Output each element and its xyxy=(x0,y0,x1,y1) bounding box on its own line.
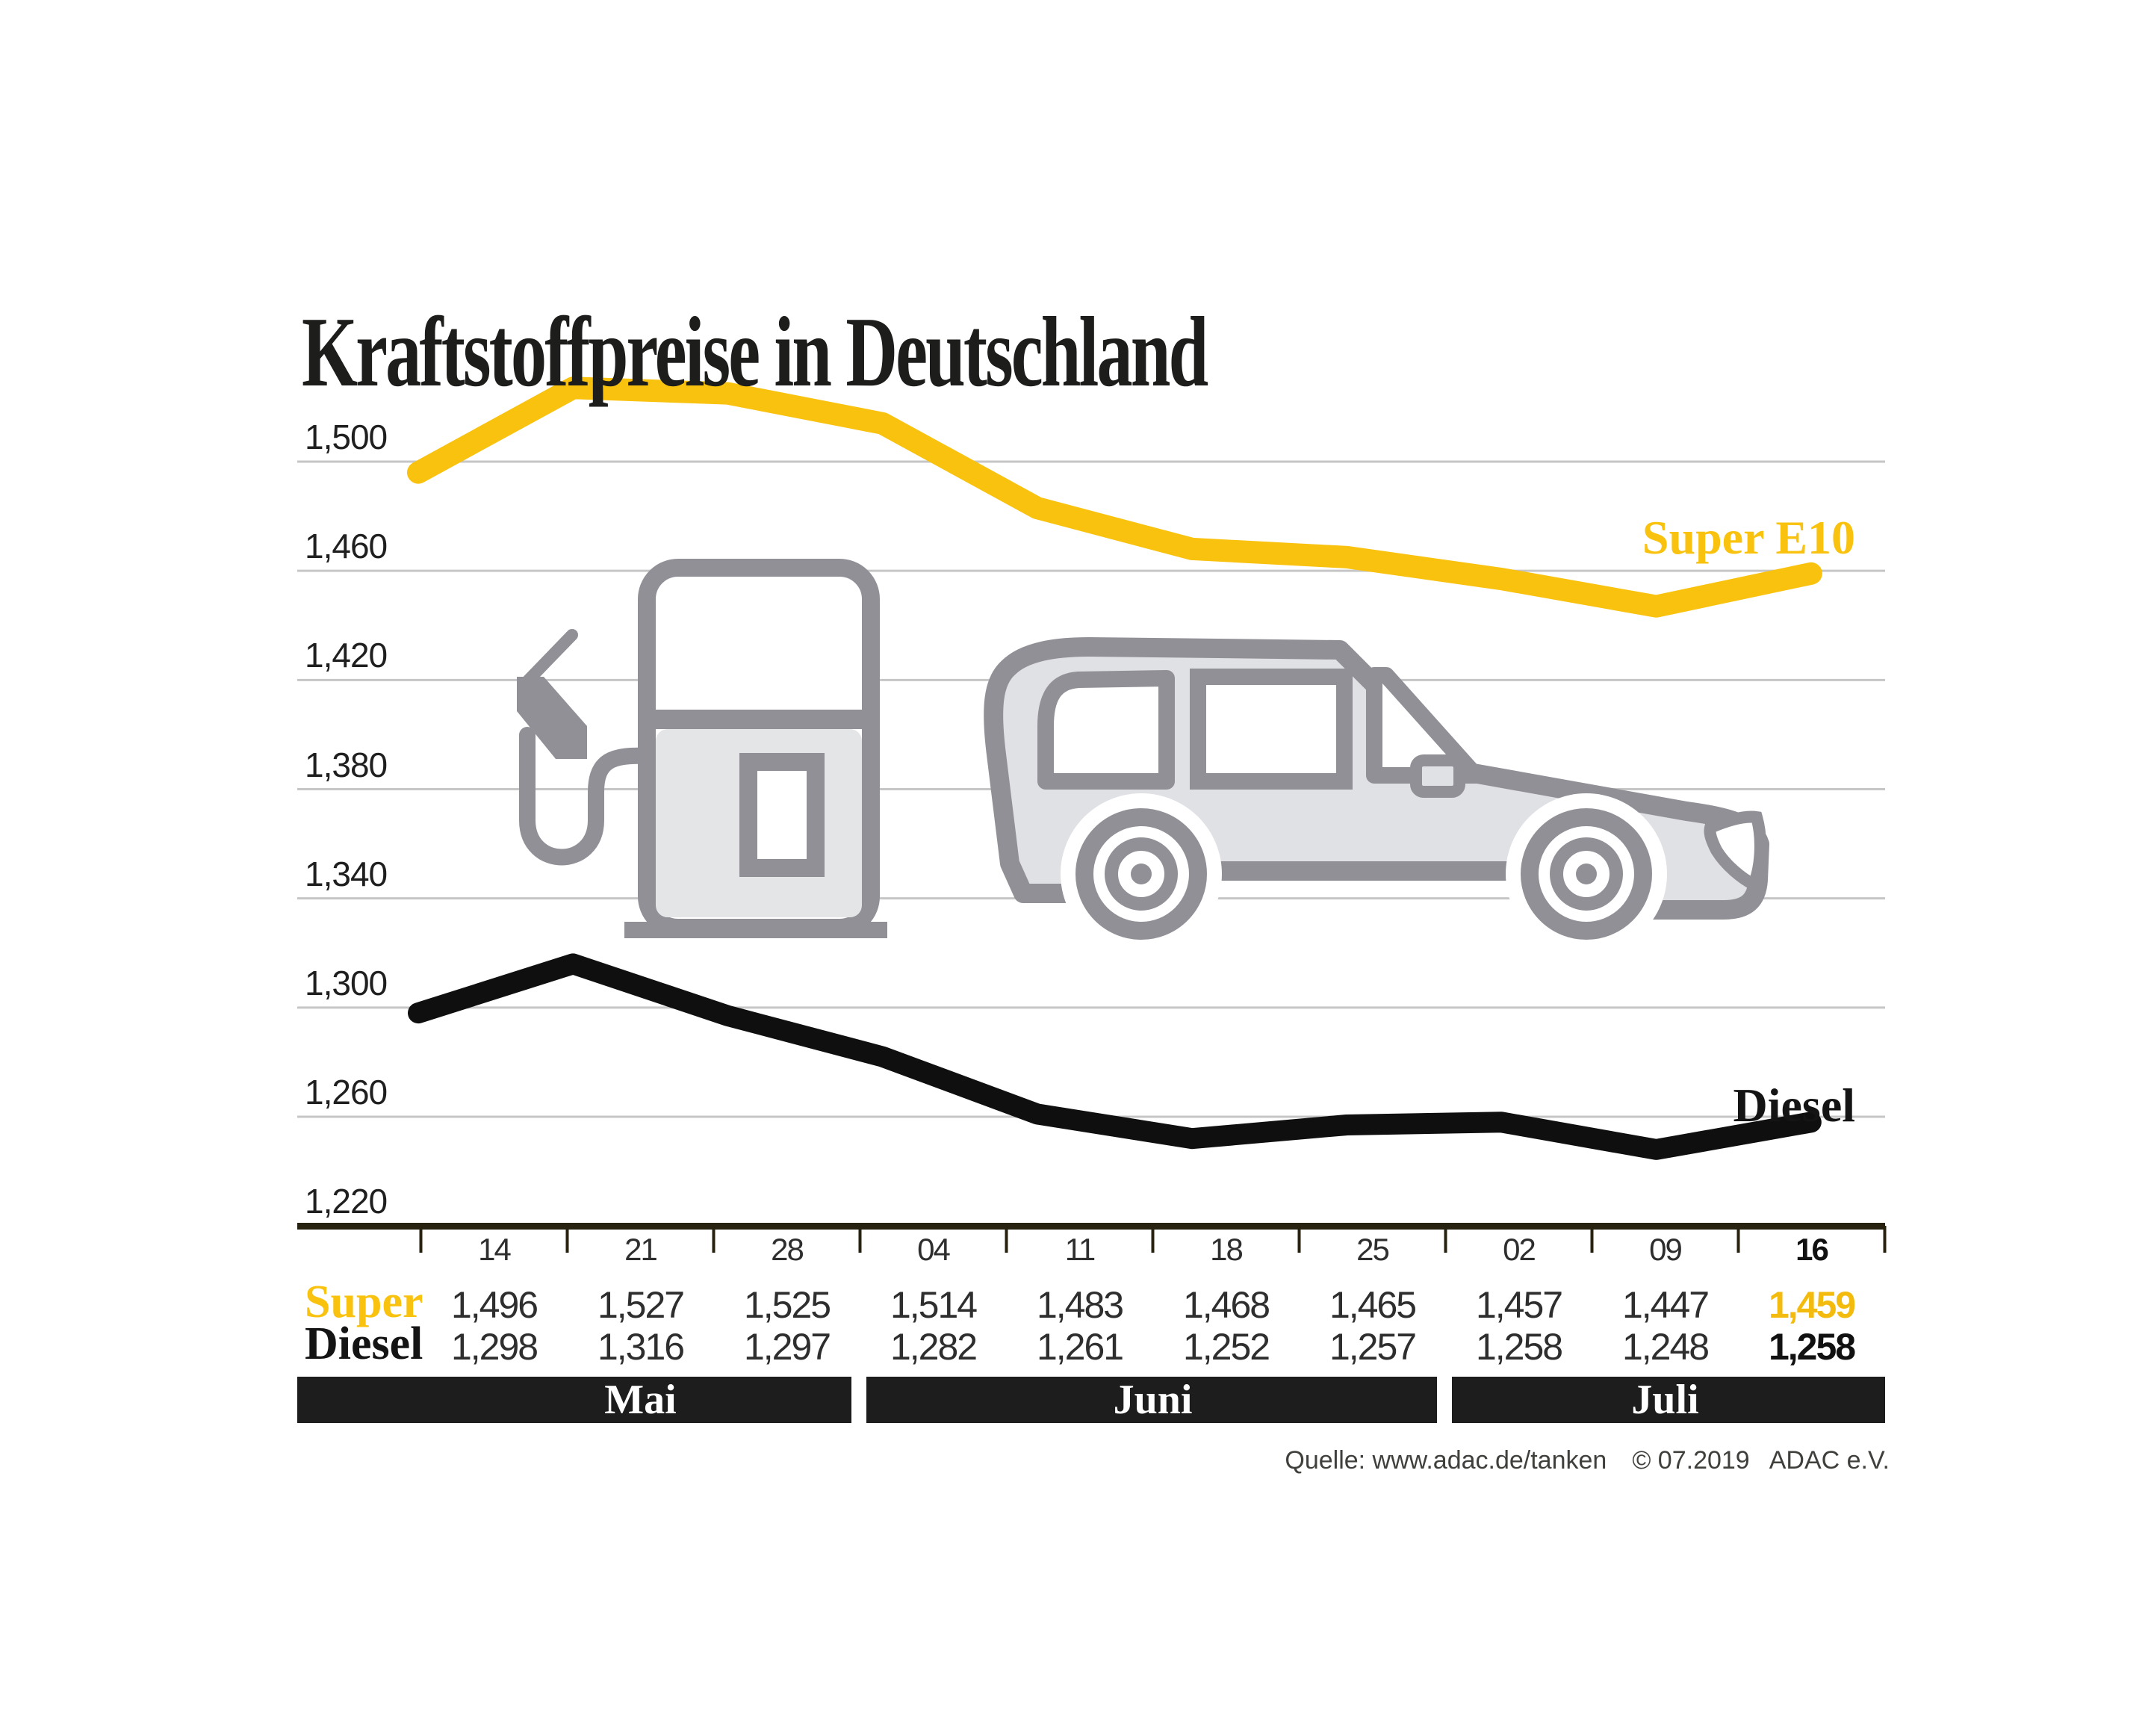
car-rear-wheel xyxy=(1061,793,1222,955)
x-axis-tick-8 xyxy=(1590,1226,1594,1253)
month-bar-juli xyxy=(1451,1377,1885,1423)
diesel-value-16: 1,258 xyxy=(1768,1326,1856,1368)
pump-nozzle xyxy=(517,677,587,759)
x-axis-tick-10 xyxy=(1883,1226,1887,1253)
pump-hose xyxy=(519,727,655,866)
line-super-e10 xyxy=(407,376,1822,618)
x-axis-tick-0 xyxy=(419,1226,423,1253)
super-row-label: Super xyxy=(305,1277,423,1327)
diesel-value-18: 1,252 xyxy=(1182,1326,1270,1368)
car-front-wheel xyxy=(1506,793,1667,955)
x-axis-tick-7 xyxy=(1444,1226,1447,1253)
diesel-value-25: 1,257 xyxy=(1329,1326,1417,1368)
pump-nozzle-spout xyxy=(521,629,578,687)
line-diesel xyxy=(408,953,1822,1160)
diesel-value-14: 1,298 xyxy=(450,1326,538,1368)
diesel-line-label: Diesel xyxy=(1733,1079,1856,1132)
super-value-09: 1,447 xyxy=(1621,1284,1710,1326)
super-value-18: 1,468 xyxy=(1182,1284,1270,1326)
month-bar-mai xyxy=(297,1377,851,1423)
super-value-11: 1,483 xyxy=(1036,1284,1124,1326)
diesel-value-04: 1,282 xyxy=(890,1326,978,1368)
y-axis-label-1420: 1,420 xyxy=(305,636,388,675)
x-axis-tick-5 xyxy=(1151,1226,1155,1253)
source-quelle: Quelle: www.adac.de/tanken xyxy=(1285,1446,1607,1475)
x-axis-tick-4 xyxy=(1005,1226,1008,1253)
month-label-juli: Juli xyxy=(1631,1377,1699,1423)
y-axis-label-1460: 1,460 xyxy=(305,527,388,566)
y-axis-label-1300: 1,300 xyxy=(305,963,388,1002)
super-value-04: 1,514 xyxy=(890,1284,978,1326)
date-label-14: 14 xyxy=(478,1232,512,1267)
date-label-02: 02 xyxy=(1503,1232,1536,1267)
super-value-28: 1,525 xyxy=(743,1284,831,1326)
diesel-value-02: 1,258 xyxy=(1475,1326,1563,1368)
pump-display-window xyxy=(739,753,825,877)
diesel-value-11: 1,261 xyxy=(1036,1326,1124,1368)
super-value-14: 1,496 xyxy=(450,1284,538,1326)
super-e10-line-label: Super E10 xyxy=(1642,511,1855,564)
car-icon xyxy=(984,637,1769,955)
source-copyright: © 07.2019 xyxy=(1632,1446,1750,1475)
car-mirror xyxy=(1410,754,1465,798)
super-value-21: 1,527 xyxy=(597,1284,685,1326)
series-lines xyxy=(407,376,1822,1160)
y-axis-label-1340: 1,340 xyxy=(305,854,388,893)
date-label-11: 11 xyxy=(1064,1232,1096,1267)
x-axis-tick-6 xyxy=(1297,1226,1301,1253)
diesel-value-21: 1,316 xyxy=(597,1326,685,1368)
date-label-25: 25 xyxy=(1356,1232,1390,1267)
x-axis-tick-3 xyxy=(858,1226,862,1253)
pump-divider xyxy=(638,710,880,729)
month-bar-juni xyxy=(866,1377,1437,1423)
date-label-09: 09 xyxy=(1649,1232,1683,1267)
x-axis-tick-9 xyxy=(1736,1226,1740,1253)
month-label-juni: Juni xyxy=(1113,1377,1193,1423)
x-axis-line xyxy=(297,1223,1885,1230)
x-axis-tick-2 xyxy=(712,1226,716,1253)
car-front-window xyxy=(1366,667,1484,784)
y-axis-label-1500: 1,500 xyxy=(305,418,388,456)
super-value-02: 1,457 xyxy=(1475,1284,1563,1326)
diesel-value-28: 1,297 xyxy=(743,1326,831,1368)
date-label-28: 28 xyxy=(771,1232,804,1267)
super-value-25: 1,465 xyxy=(1329,1284,1417,1326)
fuel-pump-icon xyxy=(517,559,887,938)
page-title: Kraftstoffpreise in Deutschland xyxy=(302,297,1208,407)
month-label-mai: Mai xyxy=(604,1377,677,1423)
x-axis xyxy=(297,1223,1887,1253)
source-org: ADAC e.V. xyxy=(1769,1446,1890,1475)
car-rear-window xyxy=(1037,670,1175,790)
date-label-21: 21 xyxy=(624,1232,658,1267)
diesel-row-label: Diesel xyxy=(305,1318,423,1369)
date-label-04: 04 xyxy=(917,1232,951,1267)
source-note: Quelle: www.adac.de/tanken © 07.2019 ADAC … xyxy=(1285,1446,1890,1475)
diesel-value-09: 1,248 xyxy=(1621,1326,1710,1368)
date-label-18: 18 xyxy=(1210,1232,1244,1267)
y-axis-label-1380: 1,380 xyxy=(305,745,388,784)
date-label-16: 16 xyxy=(1795,1232,1829,1267)
y-axis-label-1260: 1,260 xyxy=(305,1073,388,1112)
car-middle-window xyxy=(1190,669,1353,790)
x-axis-tick-1 xyxy=(565,1226,569,1253)
super-value-16: 1,459 xyxy=(1768,1284,1856,1326)
car-headlight xyxy=(1704,810,1766,893)
pump-base xyxy=(624,922,887,938)
y-axis-label-1220: 1,220 xyxy=(305,1182,388,1221)
